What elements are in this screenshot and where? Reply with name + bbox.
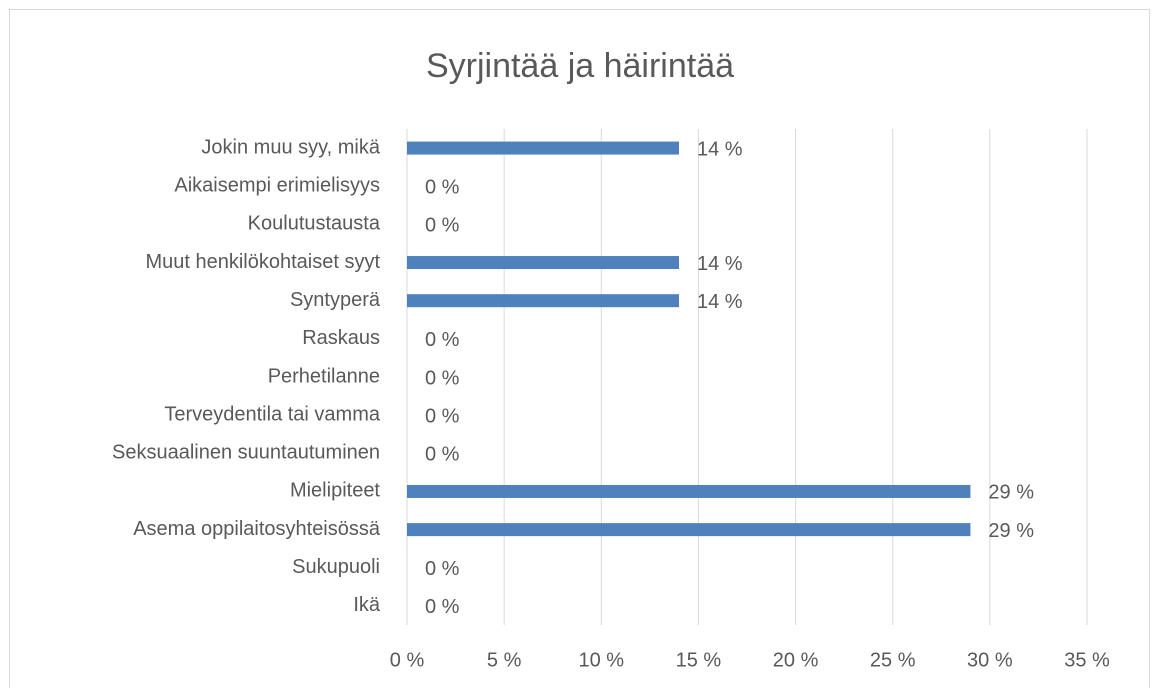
data-label: 14 % — [697, 291, 743, 313]
data-label: 29 % — [988, 482, 1034, 504]
y-tick-label: Asema oppilaitosyhteisössä — [133, 518, 381, 540]
x-tick-label: 20 % — [773, 649, 819, 671]
data-label: 0 % — [425, 329, 460, 351]
y-tick-label: Seksuaalinen suuntautuminen — [112, 442, 380, 464]
data-label: 0 % — [425, 596, 460, 618]
chart-title: Syrjintää ja häirintää — [426, 47, 734, 85]
data-label: 0 % — [425, 405, 460, 427]
y-tick-label: Terveydentila tai vamma — [164, 403, 381, 425]
y-tick-label: Muut henkilökohtaiset syyt — [145, 251, 380, 273]
y-tick-label: Perhetilanne — [268, 365, 380, 387]
bar — [407, 141, 679, 155]
x-tick-label: 0 % — [390, 649, 425, 671]
y-tick-label: Raskaus — [302, 327, 380, 349]
data-label: 0 % — [425, 215, 460, 237]
bar — [407, 523, 971, 537]
x-tick-label: 15 % — [676, 649, 722, 671]
bar — [407, 294, 679, 308]
data-label: 0 % — [425, 367, 460, 389]
data-label: 29 % — [988, 520, 1034, 542]
x-tick-label: 25 % — [870, 649, 916, 671]
y-tick-label: Mielipiteet — [290, 480, 380, 502]
data-label: 14 % — [697, 253, 743, 275]
bar — [407, 256, 679, 270]
bar — [407, 484, 971, 498]
y-tick-label: Aikaisempi erimielisyys — [174, 175, 380, 197]
y-tick-label: Jokin muu syy, mikä — [201, 136, 380, 158]
y-tick-label: Koulutustausta — [248, 213, 381, 235]
x-tick-label: 30 % — [967, 649, 1013, 671]
data-label: 0 % — [425, 444, 460, 466]
chart-border — [9, 9, 1150, 688]
y-tick-label: Syntyperä — [290, 289, 381, 311]
data-label: 0 % — [425, 177, 460, 199]
data-label: 14 % — [697, 138, 743, 160]
x-tick-label: 5 % — [487, 649, 522, 671]
data-label: 0 % — [425, 558, 460, 580]
x-tick-label: 35 % — [1064, 649, 1110, 671]
y-tick-label: Ikä — [353, 594, 381, 616]
y-tick-label: Sukupuoli — [292, 556, 380, 578]
x-tick-label: 10 % — [578, 649, 624, 671]
